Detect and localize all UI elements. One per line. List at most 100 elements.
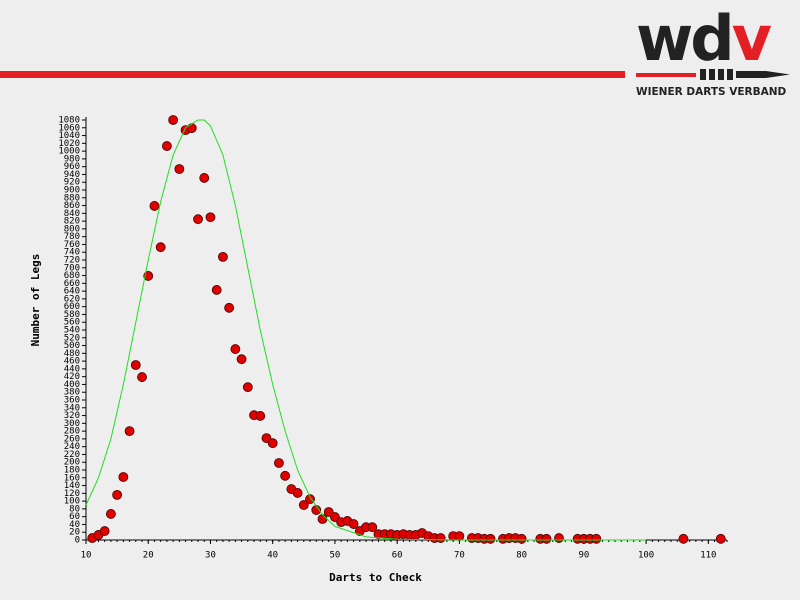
y-tick-label: 580 xyxy=(64,310,80,320)
y-tick-label: 740 xyxy=(64,248,80,258)
y-tick-label: 600 xyxy=(64,302,80,312)
y-tick-label: 680 xyxy=(64,271,80,281)
y-tick-label: 900 xyxy=(64,186,80,196)
y-tick-label: 320 xyxy=(64,411,80,421)
y-tick-label: 340 xyxy=(64,403,80,413)
y-tick-label: 20 xyxy=(69,528,80,538)
point xyxy=(174,164,185,174)
point xyxy=(124,426,135,437)
point xyxy=(168,115,179,125)
fit-curve xyxy=(85,119,647,541)
point xyxy=(193,214,203,225)
point xyxy=(230,344,241,354)
point xyxy=(186,123,197,134)
y-tick-label: 760 xyxy=(64,240,80,250)
y-tick-label: 840 xyxy=(64,209,80,219)
point xyxy=(298,500,309,510)
y-tick-label: 880 xyxy=(64,193,80,203)
point xyxy=(541,533,552,544)
dart-icon xyxy=(636,69,790,80)
point xyxy=(317,514,328,524)
point xyxy=(280,470,291,481)
y-tick-label: 820 xyxy=(64,217,80,227)
y-tick-label: 480 xyxy=(64,349,80,359)
y-tick-label: 60 xyxy=(69,512,80,522)
y-tick-label: 300 xyxy=(64,419,80,429)
y-tick-label: 500 xyxy=(64,341,80,351)
point xyxy=(149,201,160,211)
x-tick-label: 110 xyxy=(700,551,716,561)
point xyxy=(367,522,378,533)
y-tick-label: 660 xyxy=(64,279,80,289)
y-tick-label: 1080 xyxy=(58,116,80,126)
y-tick-label: 620 xyxy=(64,294,80,304)
point xyxy=(224,302,235,313)
y-tick-label: 80 xyxy=(69,504,80,514)
x-tick-label: 90 xyxy=(578,551,589,561)
y-tick-label: 220 xyxy=(64,450,80,460)
point xyxy=(516,533,527,544)
y-tick-label: 240 xyxy=(64,442,80,452)
x-tick-label: 10 xyxy=(81,551,92,561)
y-tick-label: 520 xyxy=(64,333,80,343)
y-tick-label: 420 xyxy=(64,372,80,382)
x-tick-label: 100 xyxy=(638,551,654,561)
point xyxy=(554,533,564,543)
y-tick-label: 780 xyxy=(64,232,80,242)
point xyxy=(112,489,123,500)
x-tick-label: 30 xyxy=(205,551,216,561)
y-tick-label: 0 xyxy=(75,536,80,546)
y-tick-label: 980 xyxy=(64,154,80,164)
y-tick-label: 700 xyxy=(64,263,80,273)
point xyxy=(715,533,726,544)
point xyxy=(199,173,210,183)
y-tick-label: 940 xyxy=(64,170,80,180)
y-tick-label: 960 xyxy=(64,162,80,172)
point xyxy=(267,438,278,449)
point xyxy=(292,488,303,498)
y-tick-label: 380 xyxy=(64,388,80,398)
y-tick-label: 120 xyxy=(64,489,80,499)
x-tick-label: 60 xyxy=(392,551,403,561)
x-tick-label: 40 xyxy=(267,551,278,561)
point xyxy=(162,141,172,151)
logo-subtitle: WIENER DARTS VERBAND xyxy=(636,86,786,98)
x-tick-label: 70 xyxy=(454,551,465,561)
y-tick-label: 1020 xyxy=(58,139,80,149)
x-axis-label: Darts to Check xyxy=(329,571,422,584)
point xyxy=(591,533,602,544)
y-tick-label: 40 xyxy=(69,520,80,530)
point xyxy=(255,411,266,421)
y-tick-label: 640 xyxy=(64,287,80,297)
point xyxy=(205,212,216,223)
y-tick-label: 860 xyxy=(64,201,80,211)
plot: 0204060801001201401601802002202402602803… xyxy=(29,115,728,584)
point xyxy=(435,533,446,543)
y-tick-label: 180 xyxy=(64,466,80,476)
y-tick-label: 100 xyxy=(64,497,80,507)
y-tick-label: 1000 xyxy=(58,147,80,157)
logo: wdv xyxy=(636,2,772,75)
point xyxy=(242,382,253,393)
y-tick-label: 560 xyxy=(64,318,80,328)
point xyxy=(155,242,166,253)
point xyxy=(305,494,315,505)
y-tick-label: 140 xyxy=(64,481,80,491)
point xyxy=(130,360,141,370)
x-tick-label: 50 xyxy=(330,551,341,561)
x-tick-label: 80 xyxy=(516,551,527,561)
logo-part: v xyxy=(732,2,772,75)
y-tick-label: 280 xyxy=(64,427,80,437)
header-bar xyxy=(0,71,625,78)
y-tick-label: 260 xyxy=(64,434,80,444)
y-tick-label: 540 xyxy=(64,326,80,336)
y-tick-label: 360 xyxy=(64,396,80,406)
point xyxy=(348,519,359,529)
point xyxy=(236,354,247,365)
y-axis-label: Number of Legs xyxy=(29,254,42,347)
y-tick-label: 200 xyxy=(64,458,80,468)
y-tick-label: 800 xyxy=(64,224,80,234)
y-tick-label: 720 xyxy=(64,256,80,266)
point xyxy=(485,533,496,544)
